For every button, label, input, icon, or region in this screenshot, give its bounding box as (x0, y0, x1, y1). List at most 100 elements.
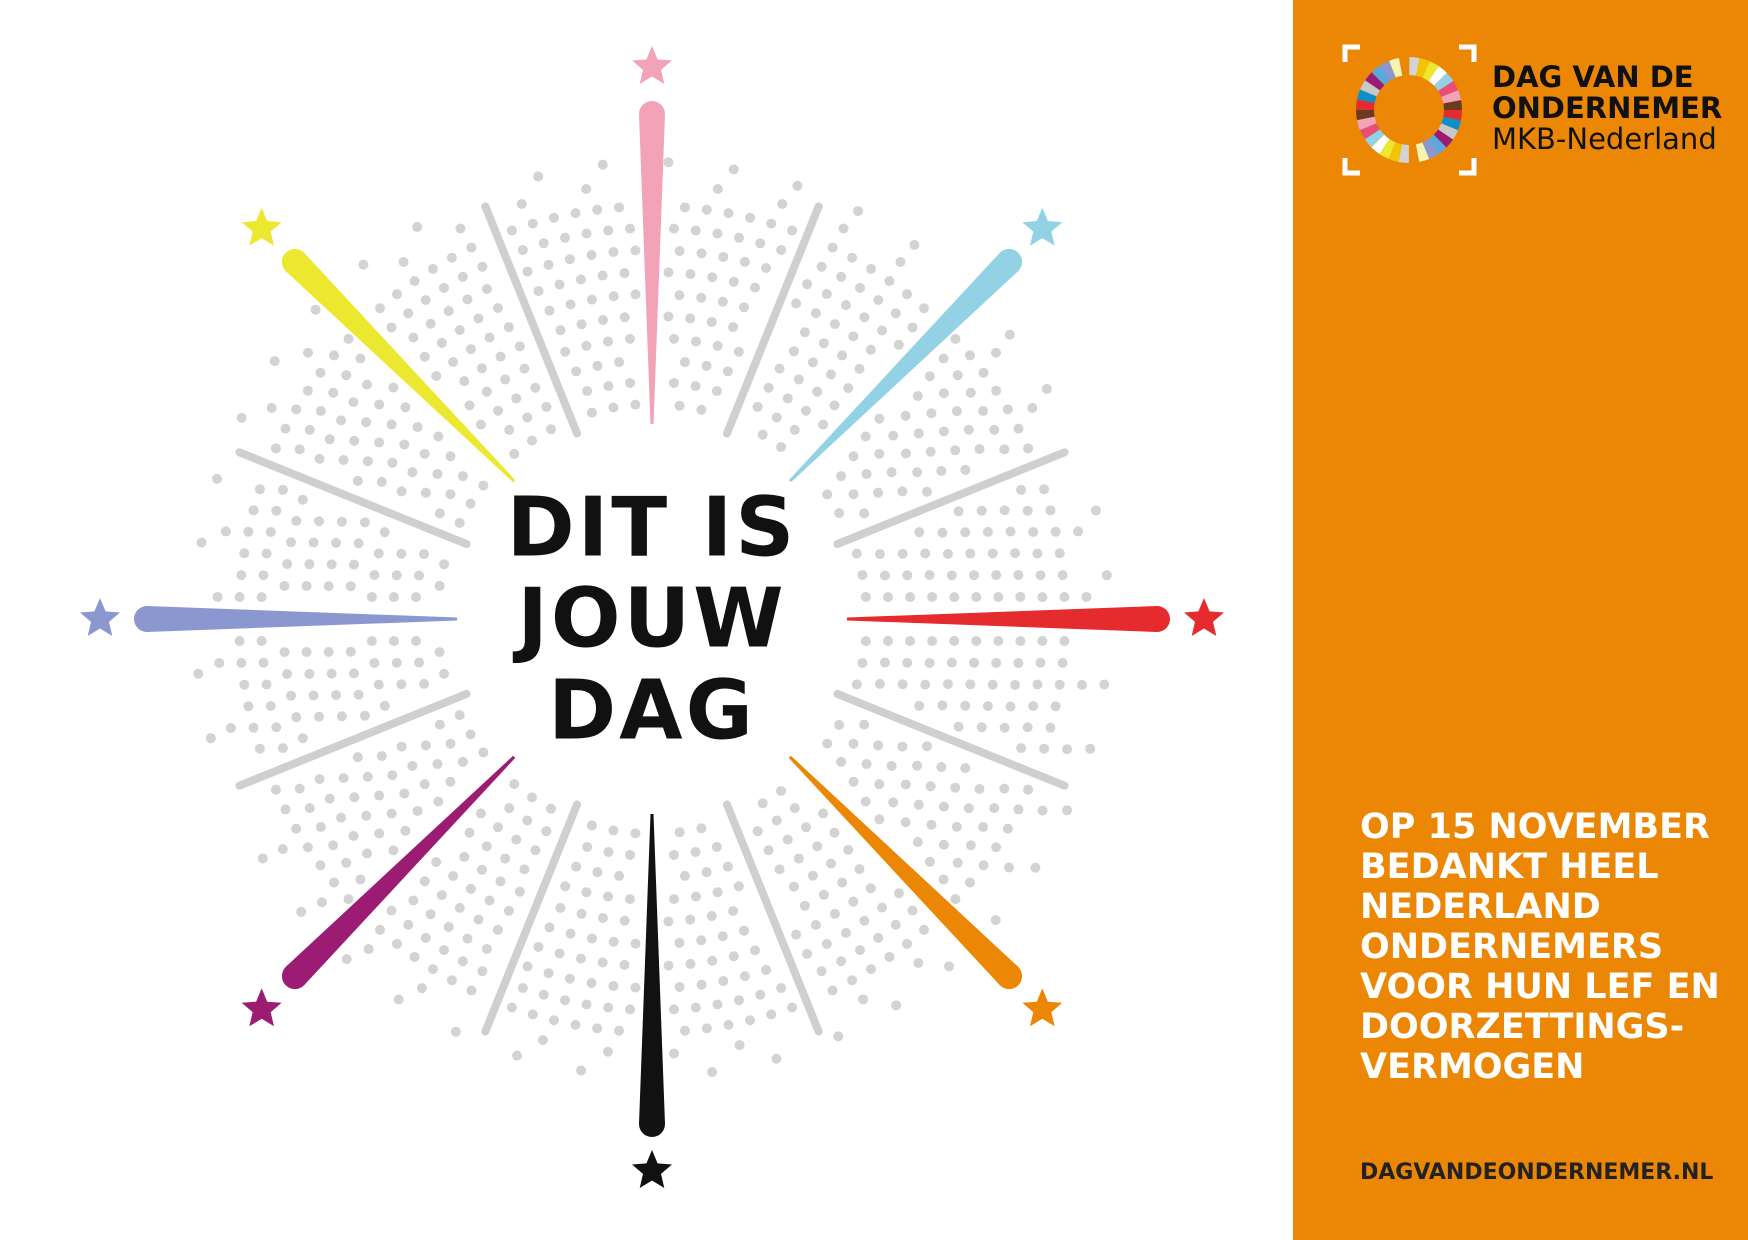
dot (571, 366, 582, 377)
dot (802, 279, 813, 290)
dot (888, 430, 899, 441)
dot (234, 635, 245, 646)
dot (877, 902, 888, 913)
dot (492, 405, 503, 416)
dot (420, 932, 431, 943)
dot (438, 945, 449, 956)
dot (728, 951, 739, 962)
dot (450, 1026, 461, 1037)
dot (1016, 743, 1027, 754)
dot (859, 719, 870, 730)
dot (280, 423, 291, 434)
dot (669, 894, 680, 905)
dot (597, 159, 608, 170)
dot (874, 549, 885, 560)
dot (963, 424, 974, 435)
dot (848, 331, 859, 342)
dot (690, 225, 701, 236)
dot (214, 658, 225, 669)
dot (937, 700, 948, 711)
dot (509, 779, 520, 790)
dot (668, 223, 679, 234)
grey-ray (481, 800, 582, 1036)
dot (270, 784, 281, 795)
dot (851, 548, 862, 559)
dot (847, 252, 858, 263)
dot (608, 402, 619, 413)
dot (509, 448, 520, 459)
dot (696, 404, 707, 415)
dot (475, 419, 486, 430)
dot (860, 636, 871, 647)
dot (454, 517, 465, 528)
dot (506, 1002, 517, 1013)
dot (971, 635, 982, 646)
dot (348, 397, 359, 408)
dot (481, 283, 492, 294)
dot (412, 422, 423, 433)
dot (256, 635, 267, 646)
dot (821, 938, 832, 949)
dot (712, 999, 723, 1010)
dot (920, 679, 931, 690)
message-line: NEDERLAND (1360, 887, 1601, 927)
dot (586, 820, 597, 831)
dot (603, 1002, 614, 1013)
dot (554, 279, 565, 290)
dot (391, 938, 402, 949)
dot (495, 876, 506, 887)
dot (473, 914, 484, 925)
dot (391, 570, 402, 581)
message-line: VOOR HUN LEF EN (1360, 967, 1720, 1007)
dot (761, 263, 772, 274)
dot (315, 367, 326, 378)
message-line: OP 15 NOVEMBER (1360, 807, 1710, 847)
colored-ray (285, 252, 516, 483)
dot (895, 256, 906, 267)
dot (834, 508, 845, 519)
dot (614, 202, 625, 213)
dot (690, 891, 701, 902)
dot (220, 526, 231, 537)
dot (840, 300, 851, 311)
dot (810, 308, 821, 319)
dot (522, 961, 533, 972)
dot (812, 386, 823, 397)
dot (608, 247, 619, 258)
dot (960, 700, 971, 711)
dot (722, 366, 733, 377)
dot (315, 822, 326, 833)
dot (465, 344, 476, 355)
dot (388, 845, 399, 856)
dot (420, 295, 431, 306)
dot (434, 647, 445, 658)
dot (807, 357, 818, 368)
dot (1062, 744, 1073, 755)
dot (836, 271, 847, 282)
dot (936, 762, 947, 773)
dot (674, 400, 685, 411)
dot (999, 444, 1010, 455)
dot (407, 760, 418, 771)
dot (999, 783, 1010, 794)
dot (717, 931, 728, 942)
dot (971, 592, 982, 603)
dot (750, 945, 761, 956)
dot (379, 700, 390, 711)
dot (324, 793, 335, 804)
dot (763, 845, 774, 856)
dot (834, 719, 845, 730)
dot (527, 218, 538, 229)
dot (965, 387, 976, 398)
dot (807, 870, 818, 881)
dot (685, 958, 696, 969)
dot (476, 864, 487, 875)
dot (597, 270, 608, 281)
dot (376, 476, 387, 487)
dot (537, 1035, 548, 1046)
dot (952, 370, 963, 381)
dot (374, 828, 385, 839)
logo-text: MKB-Nederland (1492, 122, 1717, 156)
dot (717, 296, 728, 307)
dot (1015, 636, 1026, 647)
